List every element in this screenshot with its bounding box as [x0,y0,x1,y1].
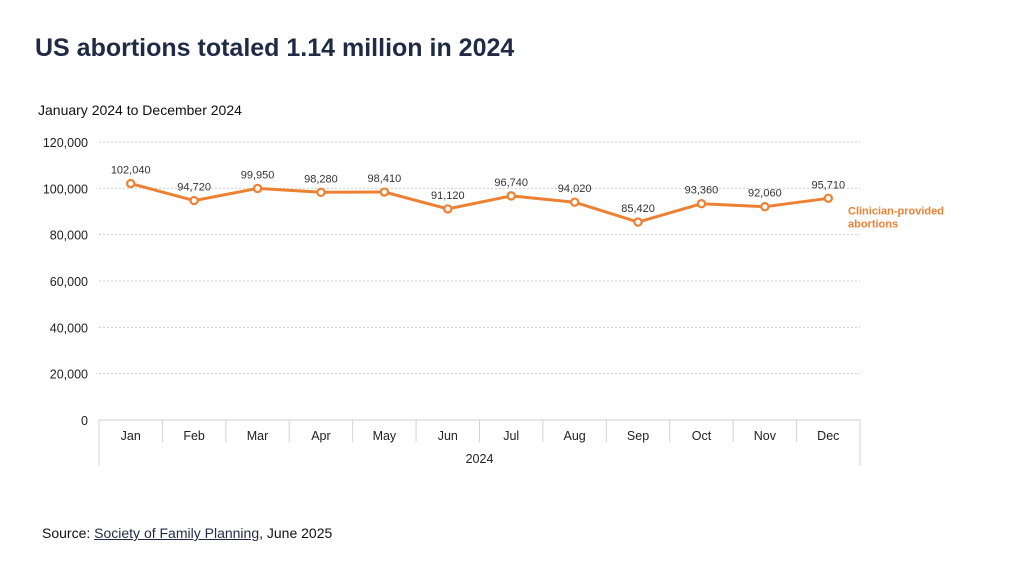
x-tick-label: Dec [817,429,839,443]
x-tick-label: Nov [754,429,777,443]
legend-label: Clinician-provided [848,205,944,217]
source-prefix: Source: [42,525,95,541]
data-label: 96,740 [494,177,528,189]
data-label: 93,360 [685,185,719,197]
data-label: 98,280 [304,173,338,185]
legend-label: abortions [848,218,898,230]
source-suffix: , June 2025 [259,525,333,541]
x-tick-label: Mar [247,429,269,443]
y-tick-label: 120,000 [43,136,88,150]
gridlines [99,141,860,375]
y-tick-label: 80,000 [50,229,88,243]
x-axis: Jan Feb Mar Apr May Jun Jul Aug Sep Oct Nov Dec 2024 [98,419,861,466]
data-point [443,204,453,214]
chart-subtitle: January 2024 to December 2024 [38,102,242,118]
source-link[interactable]: Society of Family Planning [94,525,260,541]
data-label: 85,420 [621,203,655,215]
data-point [379,187,390,197]
x-tick-label: Oct [692,429,712,443]
x-tick-label: May [373,429,397,443]
x-tick-label: Aug [564,429,586,443]
data-label: 91,120 [431,190,465,202]
y-tick-label: 40,000 [50,321,88,335]
data-label: 99,950 [241,169,275,181]
data-label: 98,410 [368,173,402,185]
data-point [760,202,770,212]
data-point [696,199,707,209]
data-point [252,183,263,194]
y-tick-label: 0 [81,414,88,428]
data-label: 95,710 [811,179,845,191]
source-note: Source: Society of Family Planning, June… [42,525,332,541]
x-tick-label: Feb [183,429,205,443]
data-point [506,191,516,201]
data-label: 92,060 [748,188,782,200]
data-point [569,197,580,207]
data-point [633,217,643,227]
data-points [126,178,833,227]
data-point [126,178,136,189]
data-point [316,187,326,198]
x-tick-label: Apr [311,429,330,443]
x-axis-label: 2024 [466,452,494,466]
data-point [189,195,199,206]
data-label: 102,040 [111,165,151,177]
y-tick-label: 20,000 [50,368,88,382]
x-tick-label: Jul [503,429,519,443]
data-point [823,193,833,203]
y-tick-label: 60,000 [50,275,88,289]
data-label: 94,020 [558,183,592,195]
page-title: US abortions totaled 1.14 million in 202… [35,34,515,62]
x-tick-label: Jan [121,429,141,443]
series-line-clinician-provided [130,182,829,224]
y-axis-ticks: 0 20,000 40,000 60,000 80,000 100,000 120,000 [43,136,88,428]
data-labels: 102,040 94,720 99,950 98,280 98,410 91,120 96,… [111,165,845,216]
x-tick-label: Sep [627,429,649,443]
x-tick-label: Jun [438,429,458,443]
data-label: 94,720 [177,182,211,194]
y-tick-label: 100,000 [43,182,88,196]
